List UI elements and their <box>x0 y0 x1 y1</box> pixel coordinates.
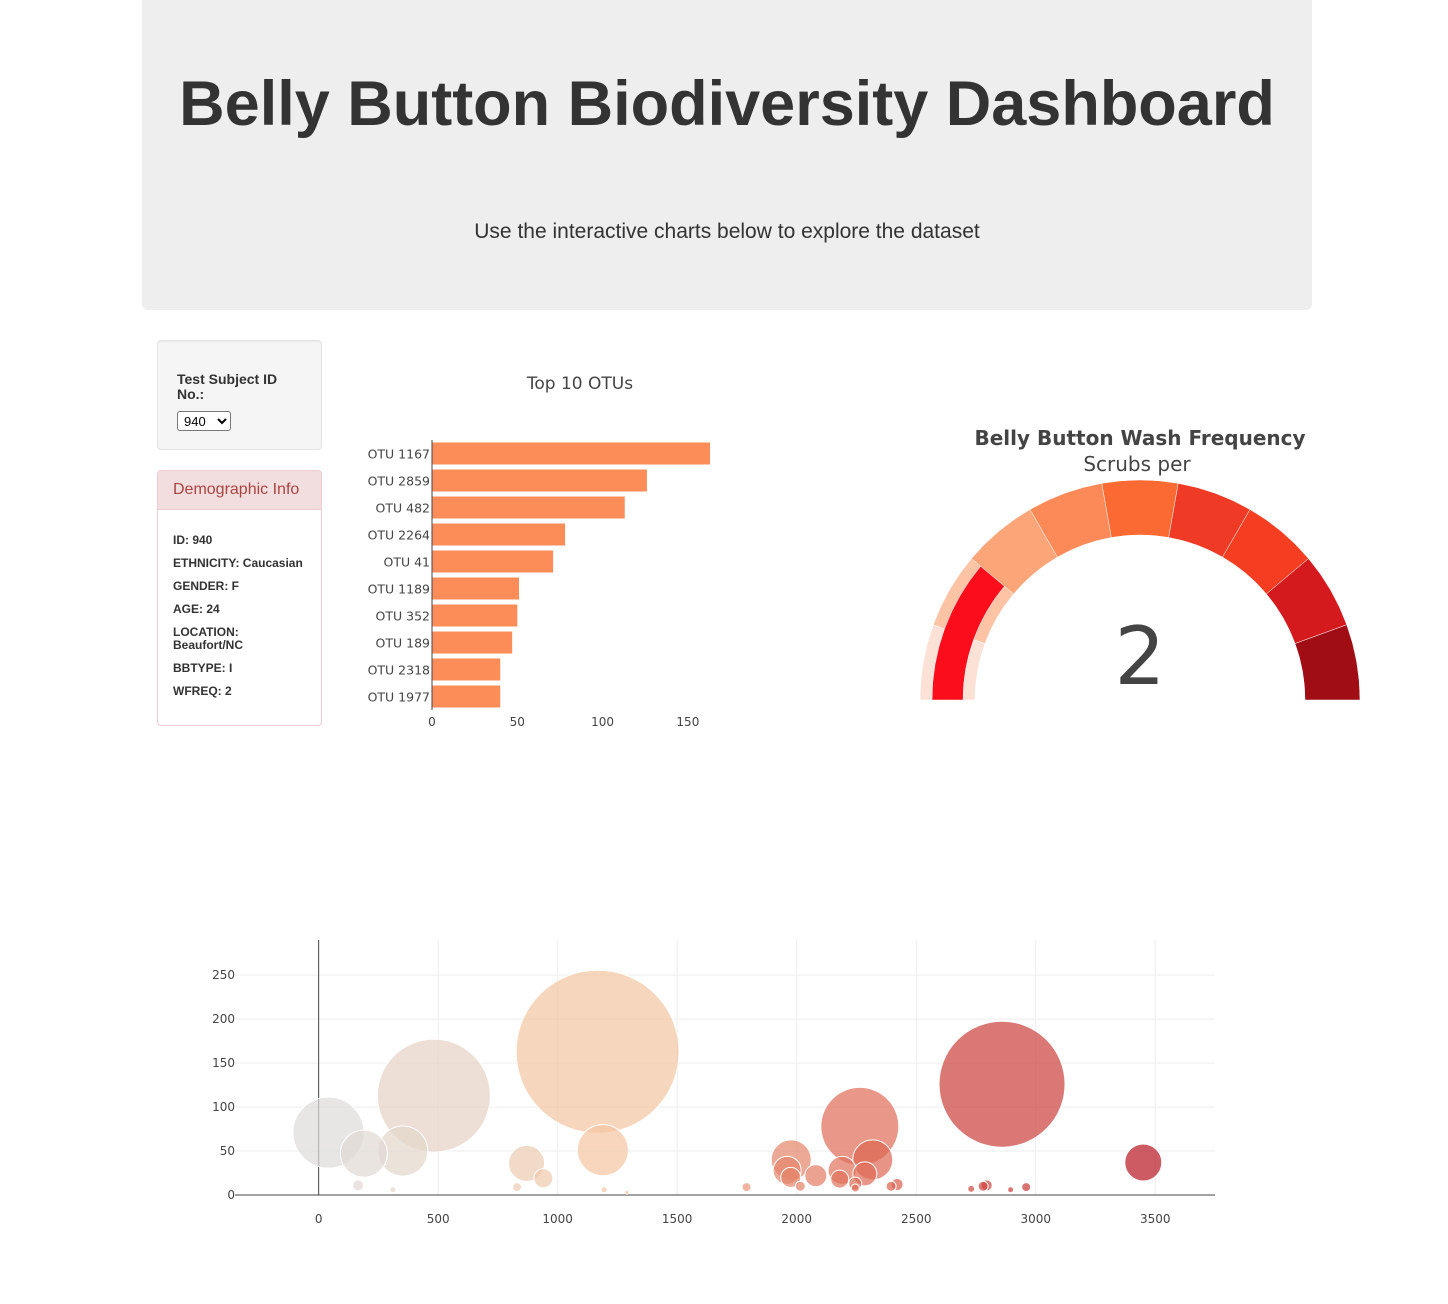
bar-category-label: OTU 1167 <box>368 447 430 462</box>
bubble-x-tick-label: 1500 <box>662 1212 693 1226</box>
header-jumbotron: Belly Button Biodiversity Dashboard Use … <box>142 0 1312 310</box>
demo-location: LOCATION: Beaufort/NC <box>173 625 244 652</box>
subject-selector-well: Test Subject ID No.: 940 <box>157 340 322 450</box>
bubble-y-tick-label: 0 <box>227 1188 235 1202</box>
demo-gender: GENDER: F <box>173 579 239 593</box>
bubble-x-tick-label: 500 <box>427 1212 450 1226</box>
gauge-subtitle: Scrubs per <box>1083 452 1191 476</box>
bar <box>432 442 711 465</box>
demographic-panel-heading: Demographic Info <box>158 471 321 510</box>
subject-id-select[interactable]: 940 <box>177 411 231 431</box>
bar <box>432 685 501 708</box>
bar-category-label: OTU 2318 <box>368 663 430 678</box>
bubble-point <box>624 1189 630 1195</box>
bar-category-label: OTU 189 <box>376 636 431 651</box>
bubble-point <box>967 1184 976 1193</box>
bubble-x-tick-label: 2000 <box>781 1212 812 1226</box>
bar <box>432 523 566 546</box>
subject-selector-label: Test Subject ID No.: <box>177 371 278 402</box>
demo-age: AGE: 24 <box>173 602 220 616</box>
bubble-point <box>780 1166 802 1188</box>
bubble-point <box>339 1129 388 1178</box>
bar <box>432 469 647 492</box>
bubble-x-tick-label: 2500 <box>901 1212 932 1226</box>
demo-bbtype: BBTYPE: I <box>173 661 233 675</box>
bubble-point <box>885 1180 897 1192</box>
demo-id: ID: 940 <box>173 533 213 547</box>
bar-category-label: OTU 482 <box>376 501 430 516</box>
bar-category-label: OTU 1189 <box>368 582 430 597</box>
bubble-x-tick-label: 3500 <box>1140 1212 1171 1226</box>
bubble-x-tick-label: 3000 <box>1020 1212 1051 1226</box>
gauge-value-bar <box>931 565 1005 701</box>
bubble-point <box>600 1186 608 1194</box>
bar <box>432 550 554 573</box>
bar <box>432 658 501 681</box>
gauge-step-band <box>1101 479 1179 538</box>
bubble-y-tick-label: 150 <box>212 1056 235 1070</box>
demographic-panel: Demographic Info ID: 940 ETHNICITY: Cauc… <box>157 470 322 726</box>
bubble-point <box>1124 1143 1163 1182</box>
bar <box>432 604 518 627</box>
bubble-point <box>741 1182 752 1193</box>
demo-ethnicity: ETHNICITY: Caucasian <box>173 556 303 570</box>
bar-chart-title: Top 10 OTUs <box>526 374 633 394</box>
bar <box>432 631 513 654</box>
top10-otu-bar-chart[interactable]: Top 10 OTUs OTU 1167 OTU 2859 OTU 482 OTU 22… <box>340 360 760 740</box>
bar-x-tick-label: 150 <box>676 715 699 729</box>
bubble-point <box>389 1186 397 1194</box>
page-subtitle: Use the interactive charts below to expl… <box>474 220 980 243</box>
bar-category-label: OTU 2859 <box>368 474 430 489</box>
bubble-y-tick-label: 100 <box>212 1100 235 1114</box>
bubble-y-tick-label: 200 <box>212 1012 235 1026</box>
demo-wfreq: WFREQ: 2 <box>173 684 232 698</box>
bubble-point <box>977 1180 989 1192</box>
bubble-point <box>830 1169 850 1189</box>
bar-x-tick-label: 100 <box>591 715 614 729</box>
bar <box>432 577 519 600</box>
bubble-point <box>533 1168 554 1189</box>
bubble-point <box>804 1164 828 1188</box>
bar-category-label: OTU 1977 <box>368 690 430 705</box>
bubble-point <box>794 1180 806 1192</box>
demographic-panel-body: ID: 940 ETHNICITY: Caucasian GENDER: F A… <box>158 510 321 698</box>
bubble-x-tick-label: 1000 <box>542 1212 573 1226</box>
bar <box>432 496 625 519</box>
bar-category-label: OTU 41 <box>383 555 430 570</box>
bubble-point <box>376 1038 491 1153</box>
bubble-point <box>515 969 680 1134</box>
gauge-value-number: 2 <box>1115 610 1166 703</box>
page-title: Belly Button Biodiversity Dashboard <box>179 69 1275 139</box>
bubble-point <box>576 1124 629 1177</box>
bubble-point <box>938 1020 1066 1148</box>
bubble-point <box>1021 1182 1032 1193</box>
gauge-title: Belly Button Wash Frequency <box>974 426 1305 450</box>
bubble-x-tick-label: 0 <box>315 1212 323 1226</box>
otu-bubble-chart[interactable]: 0 500 1000 1500 2000 2500 3000 3500 0 50 100 150 200… <box>190 930 1240 1240</box>
bubble-point <box>512 1182 523 1193</box>
bubble-point <box>352 1179 365 1192</box>
bar-category-label: OTU 352 <box>376 609 430 624</box>
bar-x-tick-label: 50 <box>510 715 525 729</box>
bubble-y-tick-label: 250 <box>212 968 235 982</box>
bubble-y-tick-label: 50 <box>220 1144 235 1158</box>
bubble-point <box>850 1183 860 1193</box>
bubble-point <box>1007 1186 1015 1194</box>
gauge-step-band <box>1294 624 1361 701</box>
bar-x-tick-label: 0 <box>428 715 436 729</box>
bar-category-label: OTU 2264 <box>368 528 430 543</box>
